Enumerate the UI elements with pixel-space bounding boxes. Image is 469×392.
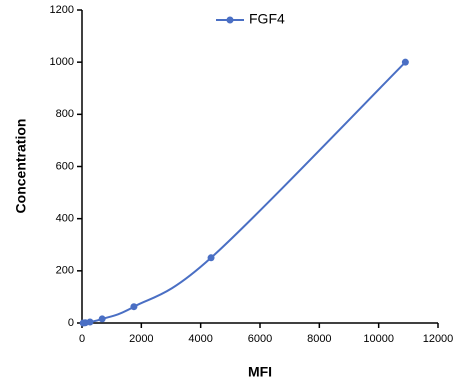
x-tick-label: 12000 xyxy=(423,333,454,345)
data-point xyxy=(401,58,409,66)
x-tick-label: 8000 xyxy=(307,333,331,345)
series-line xyxy=(83,61,407,324)
y-axis-label: Concentration xyxy=(13,119,29,214)
x-tick-label: 4000 xyxy=(188,333,212,345)
data-point xyxy=(98,315,106,323)
y-tick-label: 800 xyxy=(56,108,74,120)
y-tick-label: 0 xyxy=(68,317,74,329)
legend-label: FGF4 xyxy=(249,11,285,27)
x-tick-label: 2000 xyxy=(129,333,153,345)
y-tick-label: 200 xyxy=(56,265,74,277)
data-point xyxy=(86,318,94,326)
data-point xyxy=(130,303,138,311)
x-axis-label: MFI xyxy=(248,364,272,380)
data-point xyxy=(207,254,215,262)
x-tick-label: 10000 xyxy=(363,333,394,345)
legend-marker xyxy=(226,16,234,24)
x-tick-label: 0 xyxy=(79,333,85,345)
y-tick-label: 1200 xyxy=(50,4,74,16)
y-tick-label: 600 xyxy=(56,160,74,172)
y-tick-label: 1000 xyxy=(50,56,74,68)
x-tick-label: 6000 xyxy=(248,333,272,345)
y-tick-label: 400 xyxy=(56,213,74,225)
